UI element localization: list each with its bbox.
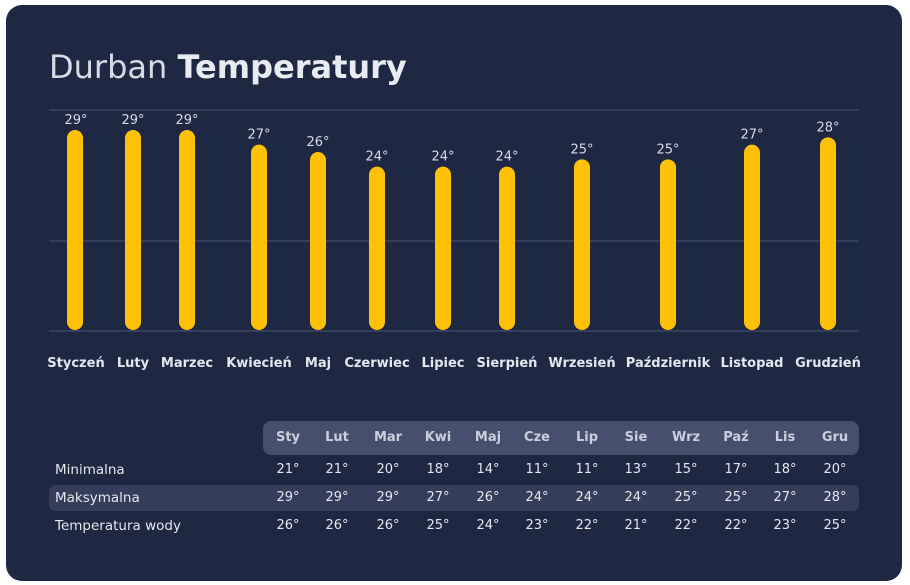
bar-value-label: 26° (306, 135, 329, 150)
category-label: Czerwiec (344, 356, 409, 371)
table-cell: 27° (773, 490, 797, 505)
temperature-bar-chart: 29° Styczeń 29° Luty 29° Marzec 27° Kwiecień 26°… (47, 109, 861, 371)
table-cell: 24° (575, 490, 599, 505)
bar-value-label: 25° (570, 142, 593, 157)
column-header: Cze (524, 430, 550, 445)
table-cell: 25° (674, 490, 698, 505)
bar-value-label: 24° (495, 150, 518, 165)
column-header: Wrz (671, 430, 701, 445)
table-cell: 26° (476, 490, 500, 505)
table-cell: 23° (525, 518, 549, 533)
table-cell: 29° (376, 490, 400, 505)
column-header: Kwi (424, 430, 452, 445)
table-cell: 22° (575, 518, 599, 533)
table-cell: 27° (426, 490, 450, 505)
table-cell: 24° (476, 518, 500, 533)
column-header: Sty (275, 430, 301, 445)
row-label: Minimalna (55, 462, 125, 478)
bar-value-label: 28° (816, 120, 839, 135)
table-cell: 24° (525, 490, 549, 505)
column-header: Lut (325, 430, 349, 445)
table-cell: 24° (624, 490, 648, 505)
category-label: Grudzień (795, 356, 861, 371)
table-cell: 21° (325, 462, 349, 477)
column-header: Gru (821, 430, 849, 445)
bar-value-label: 24° (431, 150, 454, 165)
category-label: Sierpień (477, 356, 538, 371)
bar-value-label: 29° (175, 113, 198, 128)
column-header: Paź (723, 430, 749, 445)
row-label: Temperatura wody (55, 518, 181, 534)
table-cell: 26° (376, 518, 400, 533)
table-cell: 23° (773, 518, 797, 533)
column-header: Sie (624, 430, 648, 445)
table-cell: 21° (276, 462, 300, 477)
category-label: Luty (117, 356, 150, 371)
category-label: Wrzesień (548, 356, 615, 371)
table-cell: 13° (624, 462, 648, 477)
table-cell: 28° (823, 490, 847, 505)
table-cell: 11° (575, 462, 599, 477)
table-cell: 20° (376, 462, 400, 477)
category-label: Kwiecień (226, 356, 292, 371)
bar-value-label: 27° (740, 128, 763, 143)
row-label: Maksymalna (55, 490, 140, 506)
table-cell: 29° (325, 490, 349, 505)
column-header: Maj (474, 430, 502, 445)
column-header: Lip (575, 430, 599, 445)
table-cell: 22° (674, 518, 698, 533)
table-row: Maksymalna 29° 29° 29° 27° 26° 24° 24° 24° 25° 25°… (49, 485, 859, 511)
table-cell: 20° (823, 462, 847, 477)
table-cell: 18° (773, 462, 797, 477)
table-cell: 18° (426, 462, 450, 477)
table-cell: 25° (724, 490, 748, 505)
title-word: Temperatury (177, 48, 407, 86)
table-cell: 14° (476, 462, 500, 477)
page-title: Durban Temperatury (49, 48, 407, 86)
column-header: Mar (373, 430, 403, 445)
table-cell: 25° (823, 518, 847, 533)
bar-value-label: 27° (247, 128, 270, 143)
bar-value-label: 29° (121, 113, 144, 128)
category-label: Listopad (720, 356, 783, 371)
table-cell: 25° (426, 518, 450, 533)
table-cell: 22° (724, 518, 748, 533)
table-cell: 21° (624, 518, 648, 533)
city-name: Durban (49, 48, 168, 86)
bar-value-label: 25° (656, 142, 679, 157)
table-cell: 17° (724, 462, 748, 477)
table-cell: 26° (276, 518, 300, 533)
table-row: Minimalna 21° 21° 20° 18° 14° 11° 11° 13° 15° 17° 1… (49, 457, 859, 483)
category-label: Październik (626, 356, 711, 371)
bar-value-label: 29° (64, 113, 87, 128)
bar-value-label: 24° (365, 150, 388, 165)
category-label: Styczeń (47, 356, 104, 371)
table-cell: 15° (674, 462, 698, 477)
category-label: Maj (305, 356, 331, 371)
table-cell: 29° (276, 490, 300, 505)
column-header: Lis (774, 430, 796, 445)
table-cell: 11° (525, 462, 549, 477)
table-header: Sty Lut Mar Kwi Maj Cze Lip Sie Wrz Paź Lis Gru (263, 421, 859, 455)
category-label: Lipiec (421, 356, 464, 371)
table-row: Temperatura wody 26° 26° 26° 25° 24° 23° 22° 21°… (49, 513, 859, 539)
category-label: Marzec (161, 356, 213, 371)
table-cell: 26° (325, 518, 349, 533)
